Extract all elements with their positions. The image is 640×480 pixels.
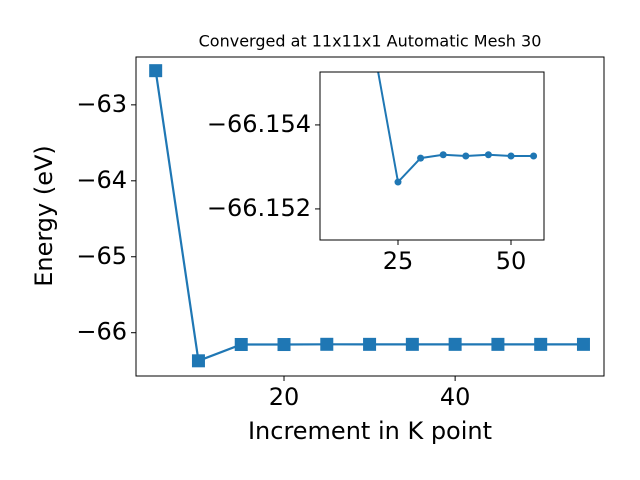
marker — [576, 337, 590, 351]
marker — [484, 151, 492, 159]
y-tick-label: −66 — [76, 318, 127, 346]
marker — [448, 337, 462, 351]
x-tick-label: 20 — [269, 383, 300, 411]
x-tick-label: 25 — [383, 247, 414, 275]
chart-title: Converged at 11x11x1 Automatic Mesh 30 — [199, 32, 542, 51]
marker — [191, 354, 205, 368]
marker — [405, 337, 419, 351]
marker — [534, 337, 548, 351]
marker — [394, 178, 402, 186]
marker — [439, 151, 447, 159]
y-tick-label: −65 — [76, 242, 127, 270]
x-axis-label: Increment in K point — [248, 417, 492, 445]
y-tick-label: −66.152 — [207, 194, 311, 222]
marker — [491, 337, 505, 351]
axes-frame — [319, 71, 545, 241]
plot-content — [377, 72, 538, 186]
y-tick-label: −66.154 — [207, 110, 311, 138]
marker — [507, 152, 515, 160]
x-tick-label: 40 — [440, 383, 471, 411]
y-axis-label: Energy (eV) — [30, 145, 58, 287]
marker — [417, 154, 425, 162]
y-tick-label: −64 — [76, 166, 127, 194]
marker — [530, 152, 538, 160]
marker — [234, 337, 248, 351]
marker — [462, 152, 470, 160]
axes-frame — [135, 56, 605, 377]
data-line — [377, 72, 534, 185]
marker — [320, 337, 334, 351]
plot-content — [149, 64, 590, 368]
x-tick-label: 50 — [496, 247, 527, 275]
marker — [149, 64, 163, 78]
marker — [363, 337, 377, 351]
marker — [277, 338, 291, 352]
y-tick-label: −63 — [76, 90, 127, 118]
